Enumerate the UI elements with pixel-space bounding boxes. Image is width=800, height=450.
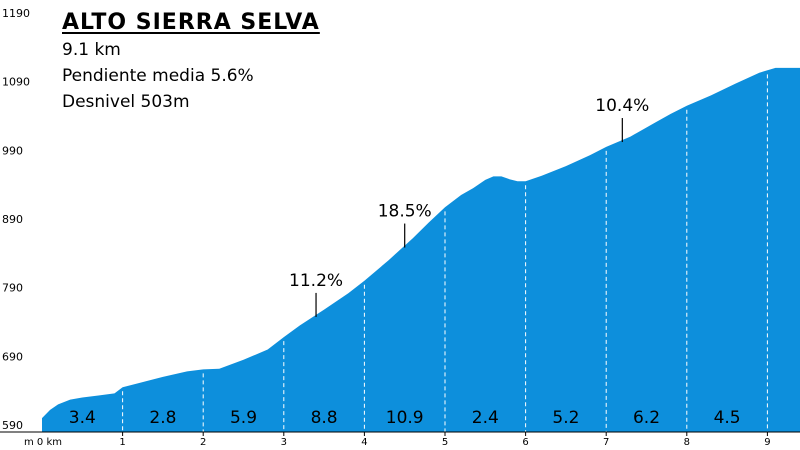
segment-label-9: 4.5 bbox=[714, 408, 741, 428]
y-tick-690: 690 bbox=[2, 350, 23, 363]
y-tick-890: 890 bbox=[2, 213, 23, 226]
y-tick-1090: 1090 bbox=[2, 76, 30, 89]
segment-label-2: 2.8 bbox=[149, 408, 176, 428]
x-tick-label-9: 9 bbox=[764, 437, 770, 448]
segment-label-4: 8.8 bbox=[311, 408, 338, 428]
x-tick-label-6: 6 bbox=[522, 437, 528, 448]
info-elevation-gain: Desnivel 503m bbox=[62, 92, 190, 112]
chart-title: ALTO SIERRA SELVA bbox=[62, 10, 320, 35]
segment-label-8: 6.2 bbox=[633, 408, 660, 428]
info-avg-gradient: Pendiente media 5.6% bbox=[62, 66, 254, 86]
elevation-area bbox=[42, 67, 800, 433]
annotation-label-1: 11.2% bbox=[289, 271, 343, 291]
x-tick-label-8: 8 bbox=[684, 437, 690, 448]
x-axis: m 0 km 1 2 3 4 5 6 7 8 9 bbox=[0, 431, 800, 448]
title-block: ALTO SIERRA SELVA 9.1 km Pendiente media… bbox=[62, 10, 320, 115]
x-tick-label-2: 2 bbox=[200, 437, 206, 448]
gradient-annotations: 11.2% 18.5% 10.4% bbox=[289, 96, 649, 317]
y-tick-590: 590 bbox=[2, 419, 23, 432]
segment-label-5: 10.9 bbox=[386, 408, 424, 428]
y-axis: 1190 1090 990 890 790 690 590 bbox=[2, 7, 30, 432]
x-tick-label-7: 7 bbox=[603, 437, 609, 448]
segment-label-1: 3.4 bbox=[69, 408, 96, 428]
info-distance: 9.1 km bbox=[62, 40, 121, 60]
x-tick-label-1: 1 bbox=[119, 437, 125, 448]
y-tick-990: 990 bbox=[2, 144, 23, 157]
annotation-label-3: 10.4% bbox=[595, 96, 649, 116]
segment-label-3: 5.9 bbox=[230, 408, 257, 428]
segment-label-7: 5.2 bbox=[552, 408, 579, 428]
x-tick-label-0: m 0 km bbox=[24, 437, 62, 448]
y-tick-790: 790 bbox=[2, 282, 23, 295]
x-tick-label-3: 3 bbox=[281, 437, 287, 448]
km-divider-lines bbox=[122, 74, 768, 432]
annotation-label-2: 18.5% bbox=[378, 202, 432, 222]
y-tick-1190: 1190 bbox=[2, 7, 30, 20]
x-tick-label-4: 4 bbox=[361, 437, 367, 448]
segment-label-6: 2.4 bbox=[472, 408, 499, 428]
segment-gradient-labels: 3.4 2.8 5.9 8.8 10.9 2.4 5.2 6.2 4.5 bbox=[69, 408, 741, 428]
x-tick-label-5: 5 bbox=[442, 437, 448, 448]
